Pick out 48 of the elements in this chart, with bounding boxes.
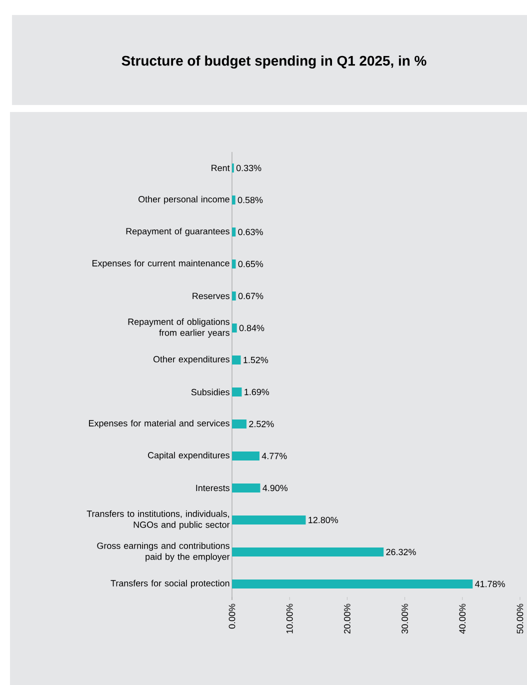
data-label: 0.65% — [238, 260, 264, 268]
data-label: 4.77% — [262, 452, 287, 460]
bar — [232, 516, 306, 524]
bar — [232, 323, 237, 332]
data-label: 4.90% — [262, 484, 288, 492]
y-tick-label: Transfers to institutions, individuals, NGOs and public sector — [86, 510, 230, 530]
chart-title: Structure of budget spending in Q1 2025, in % — [122, 55, 426, 69]
bar — [232, 260, 236, 268]
y-tick-label: Rent — [212, 164, 230, 172]
bar — [232, 419, 247, 428]
data-label: 1.69% — [244, 388, 270, 396]
y-tick-label: Reserves — [192, 292, 230, 300]
bar — [232, 355, 241, 364]
data-label: 12.80% — [308, 516, 338, 524]
data-label: 41.78% — [475, 580, 505, 588]
bar — [232, 580, 473, 588]
bar — [232, 451, 260, 460]
data-label: 0.33% — [236, 164, 262, 172]
bar — [232, 292, 236, 300]
data-label: 0.67% — [238, 292, 264, 300]
y-tick-label: Capital expenditures — [148, 452, 230, 460]
data-label: 0.63% — [238, 228, 263, 236]
bar — [232, 548, 384, 556]
bar — [232, 196, 236, 204]
data-label: 1.52% — [244, 356, 268, 364]
y-tick-label: Other expenditures — [153, 356, 230, 364]
x-tick-label: 50.00% — [516, 604, 524, 634]
bar — [232, 484, 260, 492]
y-tick-label: Repayment of obligations from earlier years — [128, 318, 230, 338]
y-tick-label: Subsidies — [191, 388, 230, 396]
x-tick-label: 30.00% — [402, 604, 408, 634]
bar — [232, 228, 236, 236]
bar — [232, 387, 242, 396]
x-tick-label: 40.00% — [459, 604, 466, 634]
data-label: 2.52% — [249, 420, 274, 428]
y-tick-label: Other personal income — [138, 196, 230, 204]
y-tick-label: Expenses for material and services — [89, 420, 230, 428]
y-tick-label: Repayment of guarantees — [126, 228, 230, 236]
y-tick-label: Interests — [196, 484, 230, 492]
data-label: 0.58% — [238, 196, 263, 204]
x-tick-label: 20.00% — [344, 604, 350, 634]
x-tick-label: 10.00% — [286, 604, 293, 634]
data-label: 26.32% — [386, 548, 416, 556]
y-tick-label: Expenses for current maintenance — [92, 260, 230, 268]
x-tick-label: 0.00% — [228, 604, 236, 629]
data-label: 0.84% — [239, 324, 264, 332]
y-tick-label: Gross earnings and contributions paid by the employer — [97, 542, 230, 562]
y-tick-label: Transfers for social protection — [110, 580, 230, 588]
